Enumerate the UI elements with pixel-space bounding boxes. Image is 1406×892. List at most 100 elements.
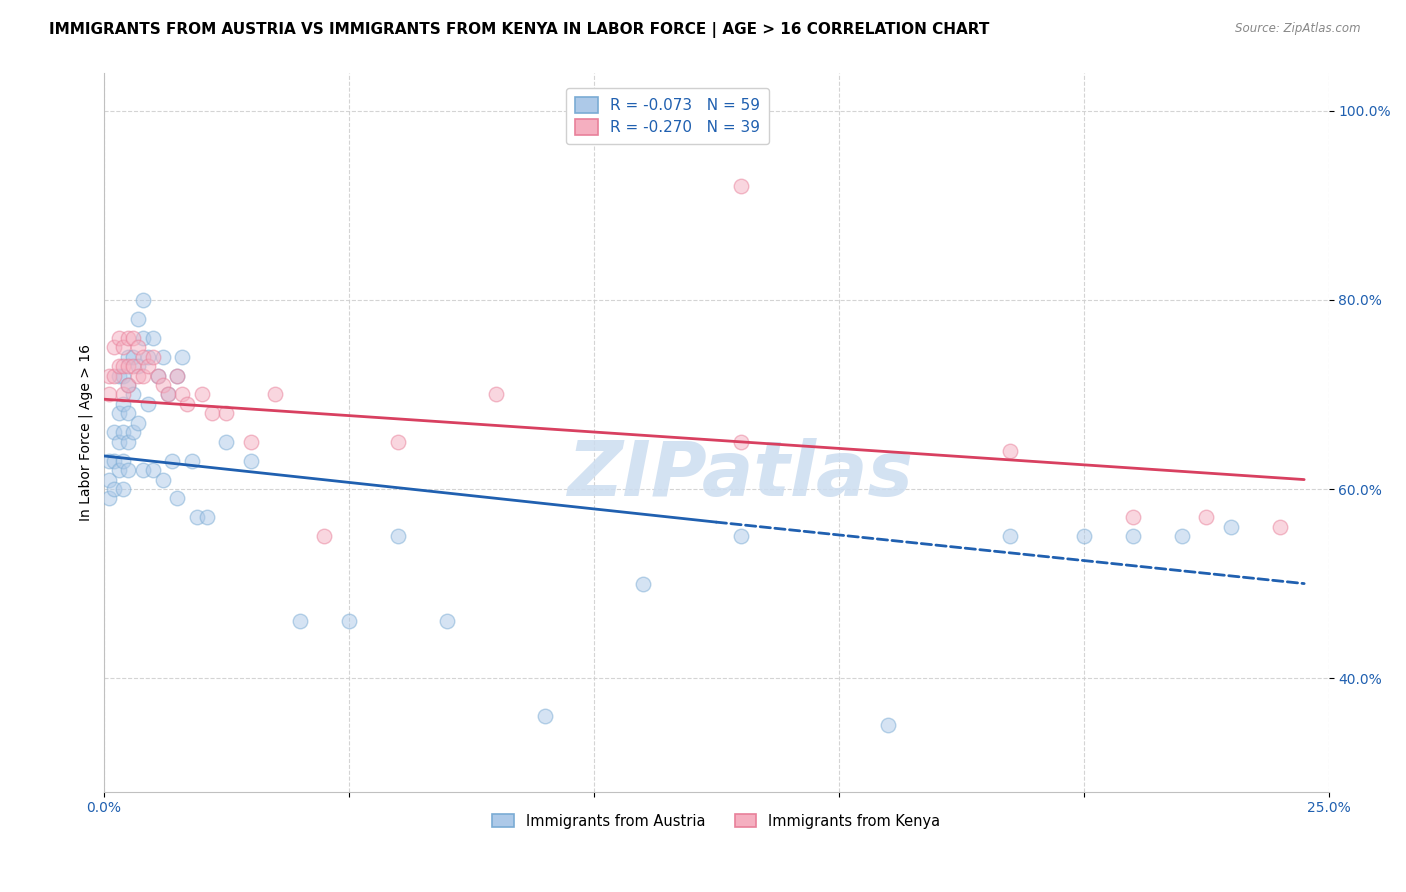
Point <box>533 709 555 723</box>
Point <box>117 463 139 477</box>
Point <box>631 576 654 591</box>
Point <box>127 416 149 430</box>
Point <box>97 473 120 487</box>
Point <box>288 615 311 629</box>
Point <box>117 350 139 364</box>
Point <box>162 453 184 467</box>
Point <box>146 368 169 383</box>
Point <box>387 434 409 449</box>
Point <box>127 368 149 383</box>
Point <box>107 406 129 420</box>
Point <box>107 331 129 345</box>
Point <box>1170 529 1192 543</box>
Point <box>156 387 179 401</box>
Point <box>181 453 204 467</box>
Point <box>201 406 224 420</box>
Point <box>172 387 194 401</box>
Point <box>156 387 179 401</box>
Point <box>1122 529 1144 543</box>
Text: ZIPatlas: ZIPatlas <box>568 438 914 512</box>
Point <box>337 615 360 629</box>
Point <box>191 387 214 401</box>
Point <box>127 359 149 373</box>
Point <box>112 340 135 354</box>
Point <box>136 359 159 373</box>
Y-axis label: In Labor Force | Age > 16: In Labor Force | Age > 16 <box>79 343 93 521</box>
Point <box>132 350 155 364</box>
Point <box>387 529 409 543</box>
Point <box>436 615 458 629</box>
Point <box>103 453 125 467</box>
Point <box>117 359 139 373</box>
Point <box>239 453 262 467</box>
Point <box>97 387 120 401</box>
Point <box>112 397 135 411</box>
Point <box>215 406 238 420</box>
Point <box>107 359 129 373</box>
Point <box>103 340 125 354</box>
Point <box>152 473 174 487</box>
Point <box>142 463 165 477</box>
Point <box>730 434 752 449</box>
Point <box>136 397 159 411</box>
Point <box>142 350 165 364</box>
Point <box>1122 510 1144 524</box>
Point <box>1073 529 1095 543</box>
Point <box>730 179 752 194</box>
Point <box>132 463 155 477</box>
Point <box>122 425 145 440</box>
Point <box>215 434 238 449</box>
Point <box>97 491 120 506</box>
Point <box>117 331 139 345</box>
Point <box>152 378 174 392</box>
Point <box>127 311 149 326</box>
Point <box>127 340 149 354</box>
Point <box>117 378 139 392</box>
Point <box>122 350 145 364</box>
Point <box>112 425 135 440</box>
Point <box>166 368 188 383</box>
Point <box>97 453 120 467</box>
Point <box>186 510 208 524</box>
Point <box>117 378 139 392</box>
Point <box>112 482 135 496</box>
Point <box>132 331 155 345</box>
Text: Source: ZipAtlas.com: Source: ZipAtlas.com <box>1236 22 1361 36</box>
Point <box>117 434 139 449</box>
Legend: Immigrants from Austria, Immigrants from Kenya: Immigrants from Austria, Immigrants from… <box>486 808 946 835</box>
Point <box>132 293 155 307</box>
Point <box>122 359 145 373</box>
Point <box>1000 529 1022 543</box>
Point <box>122 387 145 401</box>
Point <box>132 368 155 383</box>
Point <box>1000 444 1022 458</box>
Point <box>117 406 139 420</box>
Point <box>166 491 188 506</box>
Point <box>112 368 135 383</box>
Point <box>122 331 145 345</box>
Point <box>876 718 898 732</box>
Point <box>730 529 752 543</box>
Point <box>195 510 218 524</box>
Point <box>112 387 135 401</box>
Point <box>146 368 169 383</box>
Point <box>166 368 188 383</box>
Point <box>103 425 125 440</box>
Point <box>176 397 198 411</box>
Point <box>152 350 174 364</box>
Point <box>239 434 262 449</box>
Point <box>1219 520 1241 534</box>
Point <box>107 434 129 449</box>
Text: IMMIGRANTS FROM AUSTRIA VS IMMIGRANTS FROM KENYA IN LABOR FORCE | AGE > 16 CORRE: IMMIGRANTS FROM AUSTRIA VS IMMIGRANTS FR… <box>49 22 990 38</box>
Point <box>264 387 287 401</box>
Point <box>136 350 159 364</box>
Point <box>107 463 129 477</box>
Point <box>103 482 125 496</box>
Point <box>107 368 129 383</box>
Point <box>172 350 194 364</box>
Point <box>1195 510 1218 524</box>
Point <box>314 529 336 543</box>
Point <box>142 331 165 345</box>
Point <box>97 368 120 383</box>
Point <box>1268 520 1291 534</box>
